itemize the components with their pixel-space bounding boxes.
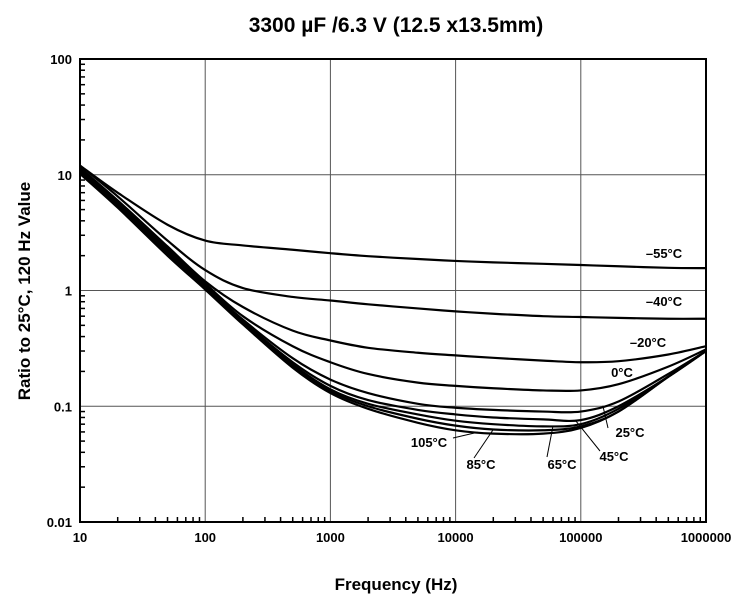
series-label: 65°C [547,457,577,472]
series-label: 25°C [615,425,645,440]
series-label: 45°C [599,449,629,464]
x-axis-title: Frequency (Hz) [335,575,458,594]
series-labels: –55°C –40°C –20°C 0°C 25°C 45°C 65°C 85°C 105°C [411,246,683,472]
chart-title: 3300 µF /6.3 V (12.5 x13.5mm) [249,14,544,37]
leader-line [452,431,478,439]
y-axis-title: Ratio to 25°C, 120 Hz Value [15,182,34,400]
y-tick-label: 1 [65,284,72,299]
x-tick-label: 10 [73,530,87,545]
x-tick-label: 1000 [316,530,345,545]
series-line [79,168,707,393]
y-tick-label: 0.1 [54,399,72,414]
series-label: –20°C [630,335,667,350]
x-tick-label: 100000 [559,530,602,545]
series-line [79,171,707,432]
x-tick-label: 100 [194,530,216,545]
leader-line [546,425,554,458]
x-tick-label: 1000000 [681,530,732,545]
series-label: –40°C [646,294,683,309]
series-lines [79,164,707,436]
plot-frame [79,58,707,523]
series-line [79,170,707,423]
y-tick-label: 100 [50,52,72,67]
y-tick-labels: 0.01 0.1 1 10 100 [47,52,72,530]
series-line [79,172,707,436]
y-tick-label: 10 [58,168,72,183]
series-label: 0°C [611,365,633,380]
series-label: –55°C [646,246,683,261]
leader-line [473,429,494,459]
label-leader-lines [452,405,609,459]
series-label: 105°C [411,435,448,450]
series-line [79,164,707,320]
series-line [79,166,707,364]
leader-line [574,419,601,452]
x-tick-label: 10000 [438,530,474,545]
x-tick-labels: 10 100 1000 10000 100000 1000000 [73,530,732,545]
series-line [79,164,707,270]
leader-line [602,405,609,429]
series-line [79,171,707,428]
y-tick-label: 0.01 [47,515,72,530]
series-label: 85°C [466,457,496,472]
